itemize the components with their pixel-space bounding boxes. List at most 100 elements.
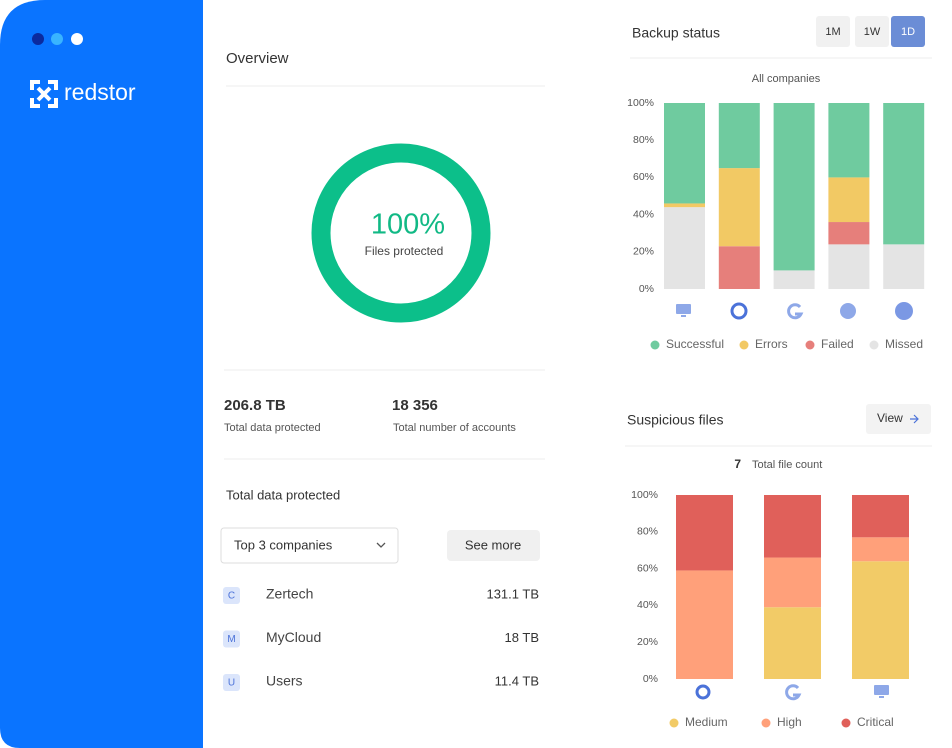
chart-subtitle: All companies: [752, 73, 821, 85]
dropdown-label[interactable]: Top 3 companies: [234, 537, 333, 552]
row-name: Zertech: [266, 586, 313, 602]
row-badge-letter: U: [228, 678, 235, 689]
button-label[interactable]: See more: [465, 537, 521, 552]
bar-segment: [718, 168, 760, 247]
xero-icon: [840, 303, 856, 319]
y-tick-label: 20%: [637, 636, 658, 648]
bar-segment: [883, 244, 925, 289]
bar-segment: [852, 495, 909, 538]
legend-swatch: [739, 340, 749, 350]
row-value: 11.4 TB: [495, 673, 539, 688]
period-button[interactable]: [855, 16, 889, 47]
period-button[interactable]: [891, 16, 925, 47]
desktop-icon: [879, 696, 884, 698]
bar-segment: [664, 207, 705, 289]
y-tick-label: 20%: [633, 246, 654, 258]
office-icon: [730, 302, 748, 320]
period-label[interactable]: 1D: [901, 26, 915, 38]
bar-segment: [773, 270, 815, 289]
bar-segment: [852, 537, 909, 562]
period-label[interactable]: 1W: [864, 26, 881, 38]
dropdown-box[interactable]: [220, 527, 399, 564]
legend-label: Critical: [857, 715, 894, 729]
period-button[interactable]: [816, 16, 850, 47]
bar-segment: [773, 103, 815, 271]
arrow: [910, 414, 919, 424]
stat-label: Total data protected: [224, 422, 321, 434]
stat-value: 206.8 TB: [224, 397, 286, 414]
y-tick-label: 0%: [639, 283, 654, 295]
k8s-icon: [895, 302, 913, 320]
button-label[interactable]: View: [877, 411, 903, 425]
donut-value: 100%: [371, 209, 445, 241]
stat-label: Total number of accounts: [393, 422, 516, 434]
legend-label: High: [777, 715, 802, 729]
y-tick-label: 40%: [637, 599, 658, 611]
legend-label: Successful: [666, 337, 724, 351]
logo-text: redstor: [64, 79, 136, 105]
legend-label: Medium: [685, 715, 728, 729]
legend-label: Missed: [885, 337, 923, 351]
dropdown[interactable]: Top 3 companies: [220, 527, 399, 564]
desktop-icon: [681, 315, 686, 317]
period-switch: 1M 1W 1D: [816, 16, 925, 47]
legend-swatch: [650, 340, 660, 350]
row-badge-letter: M: [227, 634, 235, 645]
y-tick-label: 80%: [633, 134, 654, 146]
row-value: 131.1 TB: [486, 586, 539, 601]
bar-segment: [828, 244, 870, 289]
legend-swatch: [669, 718, 679, 728]
donut-arc: [311, 143, 491, 323]
category-icons: [676, 302, 913, 701]
file-count: 7: [734, 457, 741, 471]
bar-segment: [828, 103, 870, 178]
view-button[interactable]: View: [866, 404, 931, 434]
row-badge: [223, 674, 240, 691]
button-bg[interactable]: [447, 530, 540, 561]
y-tick-label: 60%: [633, 171, 654, 183]
section-title: Backup status: [632, 25, 720, 41]
bar-segment: [828, 177, 870, 223]
desktop-icon: [676, 304, 691, 314]
sidebar: [0, 0, 203, 748]
section-title: Suspicious files: [627, 412, 724, 428]
company-table: C Zertech 131.1 TB M MyCloud 18 TB U Users 11.4 …: [223, 586, 539, 691]
y-tick-label: 60%: [637, 562, 658, 574]
row-name: MyCloud: [266, 629, 321, 645]
bar-segment: [664, 103, 705, 204]
legend-swatch: [841, 718, 851, 728]
row-name: Users: [266, 673, 303, 689]
bar-segment: [883, 103, 925, 245]
file-count-label: Total file count: [752, 459, 822, 471]
legend-swatch: [761, 718, 771, 728]
period-label[interactable]: 1M: [825, 26, 840, 38]
button-bg[interactable]: [866, 404, 931, 434]
legend-swatch: [869, 340, 879, 350]
section-title: Overview: [226, 50, 289, 67]
window-dot: [51, 33, 63, 45]
window-dot: [32, 33, 44, 45]
stat-value: 18 356: [392, 397, 438, 414]
row-badge-letter: C: [228, 591, 235, 602]
see-more-button[interactable]: See more: [447, 530, 540, 561]
row-badge: [223, 587, 240, 604]
bar-segment: [852, 561, 909, 679]
bar-segment: [764, 557, 821, 608]
bar-segment: [764, 495, 821, 558]
logo-icon: [30, 80, 58, 108]
legend-label: Failed: [821, 337, 854, 351]
chevron: [376, 542, 386, 548]
google-icon: [785, 684, 802, 701]
bar-segment: [676, 495, 733, 571]
bar-segment: [718, 246, 760, 289]
donut-caption: Files protected: [365, 244, 444, 258]
bar-segment: [828, 222, 870, 245]
y-tick-label: 100%: [627, 97, 654, 109]
desktop-icon: [874, 685, 889, 695]
bar-segment: [718, 103, 760, 169]
row-value: 18 TB: [505, 630, 539, 645]
section-title: Total data protected: [226, 487, 340, 502]
row-badge: [223, 630, 240, 648]
y-tick-label: 100%: [631, 489, 658, 501]
